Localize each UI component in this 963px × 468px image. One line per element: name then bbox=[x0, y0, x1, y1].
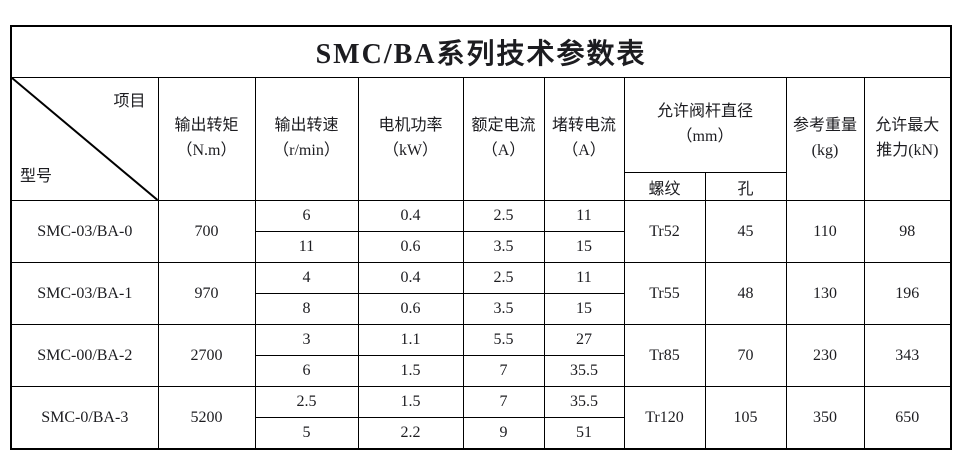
rated-current-cell: 9 bbox=[462, 417, 545, 450]
header-speed: 输出转速 （r/min） bbox=[254, 77, 359, 201]
model-cell: SMC-03/BA-1 bbox=[10, 262, 159, 325]
hole-cell: 105 bbox=[704, 386, 787, 450]
header-rated-current-unit: （A） bbox=[481, 142, 526, 159]
speed-cell: 11 bbox=[254, 231, 359, 263]
speed-cell: 3 bbox=[254, 324, 359, 356]
thread-cell: Tr85 bbox=[623, 324, 706, 387]
model-cell: SMC-00/BA-2 bbox=[10, 324, 159, 387]
rated-current-cell: 3.5 bbox=[462, 231, 545, 263]
header-valve-stem: 允许阀杆直径 （mm） bbox=[623, 77, 787, 173]
model-cell: SMC-0/BA-3 bbox=[10, 386, 159, 450]
corner-header-cell: 项目 型号 bbox=[10, 77, 159, 201]
rated-current-cell: 2.5 bbox=[462, 200, 545, 232]
speed-cell: 4 bbox=[254, 262, 359, 294]
stall-current-cell: 11 bbox=[543, 200, 625, 232]
header-weight: 参考重量 (kg) bbox=[785, 77, 865, 201]
header-torque-unit: （N.m） bbox=[176, 142, 237, 159]
speed-cell: 5 bbox=[254, 417, 359, 450]
stall-current-cell: 35.5 bbox=[543, 386, 625, 418]
power-cell: 1.1 bbox=[357, 324, 464, 356]
rated-current-cell: 3.5 bbox=[462, 293, 545, 325]
thread-cell: Tr55 bbox=[623, 262, 706, 325]
stall-current-cell: 51 bbox=[543, 417, 625, 450]
speed-cell: 6 bbox=[254, 355, 359, 387]
torque-cell: 2700 bbox=[157, 324, 256, 387]
speed-cell: 2.5 bbox=[254, 386, 359, 418]
header-torque: 输出转矩 （N.m） bbox=[157, 77, 256, 201]
thrust-cell: 650 bbox=[863, 386, 952, 450]
header-valve-stem-label: 允许阀杆直径 bbox=[656, 103, 753, 121]
thrust-cell: 98 bbox=[863, 200, 952, 263]
header-speed-label: 输出转速 bbox=[274, 117, 339, 135]
corner-label-model: 型号 bbox=[20, 168, 53, 186]
header-power-unit: （kW） bbox=[382, 142, 439, 159]
header-hole: 孔 bbox=[704, 172, 787, 201]
power-cell: 2.2 bbox=[357, 417, 464, 450]
header-thrust-label2: 推力(kN) bbox=[876, 142, 939, 159]
header-weight-unit: (kg) bbox=[811, 142, 839, 159]
header-thrust-label: 允许最大 bbox=[875, 117, 940, 135]
weight-cell: 110 bbox=[785, 200, 865, 263]
header-stall-current: 堵转电流 （A） bbox=[543, 77, 625, 201]
stall-current-cell: 15 bbox=[543, 231, 625, 263]
header-stall-current-label: 堵转电流 bbox=[551, 117, 616, 135]
power-cell: 0.4 bbox=[357, 262, 464, 294]
header-row-main: 项目 型号 输出转矩 （N.m） 输出转速 （r/min） 电机功率 （kW） … bbox=[10, 77, 952, 201]
speed-cell: 8 bbox=[254, 293, 359, 325]
weight-cell: 230 bbox=[785, 324, 865, 387]
thrust-cell: 196 bbox=[863, 262, 952, 325]
table-row: SMC-00/BA-2 2700 3 1.1 5.5 27 Tr85 70 23… bbox=[10, 324, 952, 387]
header-thread: 螺纹 bbox=[623, 172, 706, 201]
thread-cell: Tr120 bbox=[623, 386, 706, 450]
hole-cell: 45 bbox=[704, 200, 787, 263]
power-cell: 1.5 bbox=[357, 355, 464, 387]
rated-current-cell: 7 bbox=[462, 355, 545, 387]
table-row: SMC-03/BA-0 700 6 0.4 2.5 11 Tr52 45 110… bbox=[10, 200, 952, 263]
table-title: SMC/BA系列技术参数表 bbox=[10, 25, 952, 78]
power-cell: 0.4 bbox=[357, 200, 464, 232]
header-power: 电机功率 （kW） bbox=[357, 77, 464, 201]
stall-current-cell: 11 bbox=[543, 262, 625, 294]
diagonal-divider bbox=[12, 78, 158, 200]
header-row-sub: 螺纹 孔 bbox=[11, 172, 951, 201]
table-row: 5 2.2 9 51 bbox=[11, 417, 951, 450]
speed-cell: 6 bbox=[254, 200, 359, 232]
torque-cell: 970 bbox=[157, 262, 256, 325]
header-power-label: 电机功率 bbox=[378, 117, 443, 135]
power-cell: 0.6 bbox=[357, 231, 464, 263]
stall-current-cell: 15 bbox=[543, 293, 625, 325]
header-torque-label: 输出转矩 bbox=[174, 117, 239, 135]
torque-cell: 700 bbox=[157, 200, 256, 263]
header-thrust: 允许最大 推力(kN) bbox=[863, 77, 952, 201]
header-rated-current-label: 额定电流 bbox=[471, 117, 536, 135]
torque-cell: 5200 bbox=[157, 386, 256, 450]
header-rated-current: 额定电流 （A） bbox=[462, 77, 545, 201]
spec-table: SMC/BA系列技术参数表 项目 型号 输出转矩 （N.m） 输出转速 （r/m… bbox=[10, 25, 953, 450]
hole-cell: 70 bbox=[704, 324, 787, 387]
thread-cell: Tr52 bbox=[623, 200, 706, 263]
hole-cell: 48 bbox=[704, 262, 787, 325]
title-row: SMC/BA系列技术参数表 bbox=[10, 25, 952, 78]
table-row: 6 1.5 7 35.5 bbox=[11, 355, 951, 387]
model-cell: SMC-03/BA-0 bbox=[10, 200, 159, 263]
rated-current-cell: 2.5 bbox=[462, 262, 545, 294]
header-valve-stem-unit: （mm） bbox=[676, 128, 734, 145]
corner-label-item: 项目 bbox=[113, 93, 146, 110]
weight-cell: 130 bbox=[785, 262, 865, 325]
header-stall-current-unit: （A） bbox=[562, 142, 606, 159]
header-weight-label: 参考重量 bbox=[792, 117, 857, 135]
power-cell: 0.6 bbox=[357, 293, 464, 325]
stall-current-cell: 35.5 bbox=[543, 355, 625, 387]
power-cell: 1.5 bbox=[357, 386, 464, 418]
rated-current-cell: 7 bbox=[462, 386, 545, 418]
thrust-cell: 343 bbox=[863, 324, 952, 387]
table-row: SMC-03/BA-1 970 4 0.4 2.5 11 Tr55 48 130… bbox=[10, 262, 952, 325]
weight-cell: 350 bbox=[785, 386, 865, 450]
table-row: SMC-0/BA-3 5200 2.5 1.5 7 35.5 Tr120 105… bbox=[10, 386, 952, 450]
header-speed-unit: （r/min） bbox=[273, 142, 340, 159]
rated-current-cell: 5.5 bbox=[462, 324, 545, 356]
stall-current-cell: 27 bbox=[543, 324, 625, 356]
